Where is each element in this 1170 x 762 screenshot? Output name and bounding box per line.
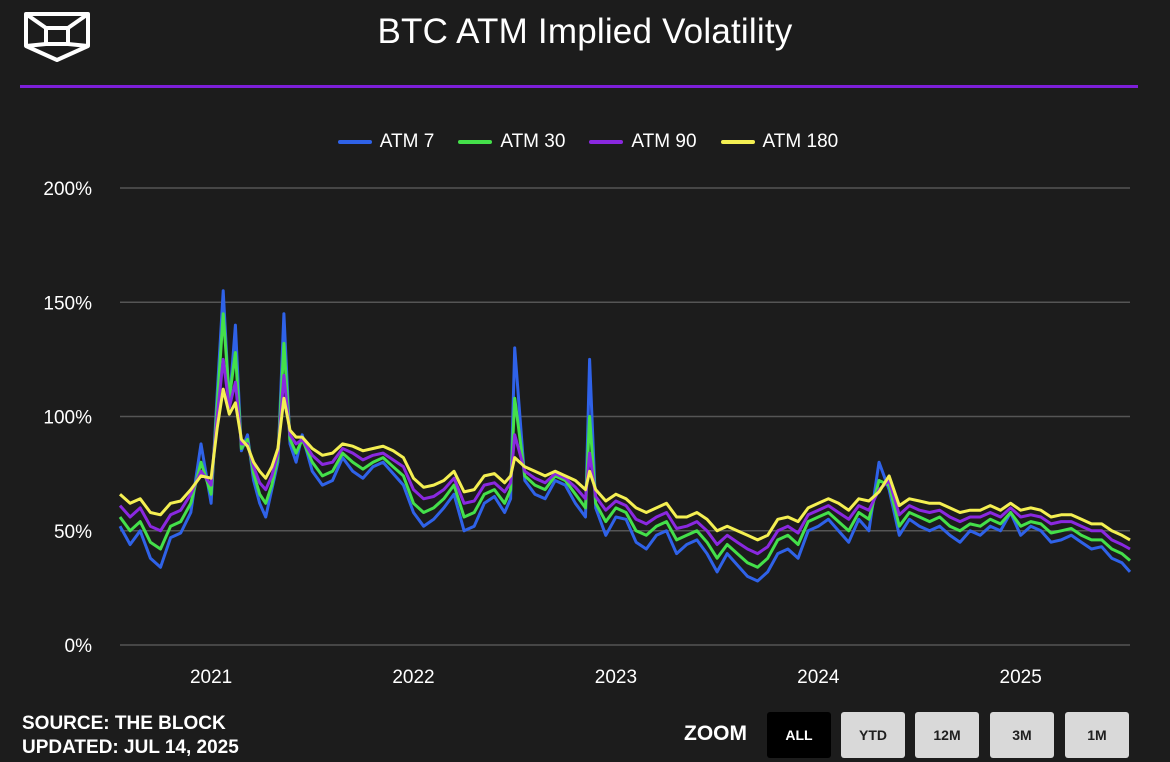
legend-label-atm180: ATM 180 <box>762 131 839 152</box>
legend-swatch-atm30 <box>458 140 493 144</box>
volatility-chart: 0% 50% 100% 150% 200% 2021 2022 2023 2024 2025 <box>43 179 1132 688</box>
chart-legend: ATM 7 ATM 30 ATM 90 ATM 180 <box>0 130 1170 154</box>
x-tick-label: 2023 <box>595 667 637 688</box>
y-tick-label: 150% <box>43 293 92 314</box>
legend-swatch-atm90 <box>589 140 624 144</box>
chart-title: BTC ATM Implied Volatility <box>377 12 793 51</box>
y-tick-label: 100% <box>43 408 92 429</box>
legend-item-atm30[interactable]: ATM 30 <box>452 130 565 154</box>
updated-label: UPDATED: JUL 14, 2025 <box>22 737 239 758</box>
title-divider <box>20 85 1138 88</box>
legend-item-atm7[interactable]: ATM 7 <box>332 130 435 154</box>
x-tick-label: 2024 <box>797 667 840 688</box>
x-tick-label: 2021 <box>190 667 232 688</box>
series-line-atm90 <box>118 357 1131 556</box>
zoom-ytd-button[interactable]: YTD <box>841 712 905 758</box>
x-tick-label: 2025 <box>1000 667 1042 688</box>
legend-label-atm30: ATM 30 <box>500 131 566 152</box>
zoom-all-button[interactable]: ALL <box>767 712 831 758</box>
legend-swatch-atm7 <box>337 140 372 144</box>
y-tick-label: 50% <box>54 522 92 543</box>
legend-item-atm90[interactable]: ATM 90 <box>583 130 697 154</box>
legend-label-atm90: ATM 90 <box>631 131 697 152</box>
zoom-1m-button[interactable]: 1M <box>1065 712 1129 758</box>
zoom-3m-button[interactable]: 3M <box>990 712 1054 758</box>
x-tick-label: 2022 <box>392 667 434 688</box>
series-line-atm7 <box>118 289 1132 583</box>
zoom-label: ZOOM <box>684 722 747 745</box>
legend-label-atm7: ATM 7 <box>379 131 435 152</box>
the-block-logo-icon <box>24 12 90 62</box>
y-tick-label: 0% <box>65 636 93 657</box>
y-tick-label: 200% <box>43 179 92 200</box>
source-label: SOURCE: THE BLOCK <box>22 713 226 734</box>
legend-item-atm180[interactable]: ATM 180 <box>715 130 839 154</box>
series-line-atm180 <box>118 387 1131 542</box>
legend-swatch-atm180 <box>720 140 755 144</box>
zoom-12m-button[interactable]: 12M <box>915 712 979 758</box>
source-note: SOURCE: THE BLOCK UPDATED: JUL 14, 2025 <box>22 712 239 760</box>
series-line-atm30 <box>118 312 1131 569</box>
